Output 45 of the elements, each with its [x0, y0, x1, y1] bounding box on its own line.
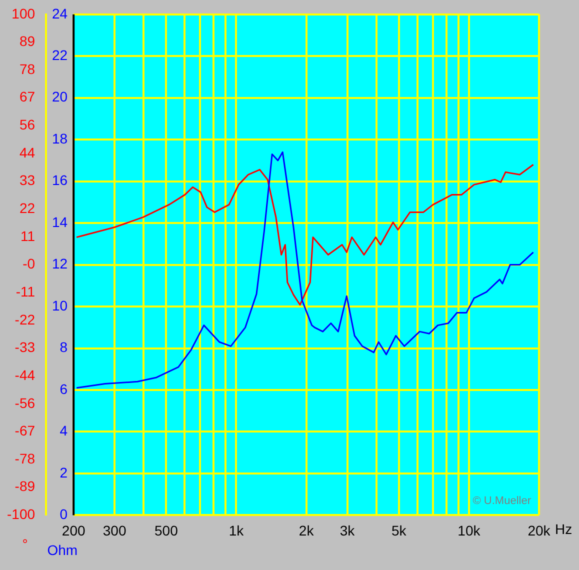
x-tick-label: 2k	[298, 522, 315, 538]
y2-tick-label: 89	[19, 33, 36, 50]
y2-tick-label: 67	[19, 88, 36, 105]
x-axis-title: Hz	[555, 521, 572, 538]
y2-tick-label: -56	[14, 394, 36, 411]
y-tick-label: 2	[60, 464, 68, 480]
y-tick-label: 16	[52, 172, 68, 188]
y2-tick-label: 33	[19, 172, 36, 188]
y2-tick-label: -100	[6, 506, 36, 522]
y2-tick-label: 44	[19, 144, 36, 160]
y-axis-title: Ohm	[47, 542, 78, 558]
y2-tick-label: 11	[20, 228, 36, 244]
x-tick-label: 20k	[528, 522, 552, 538]
y2-tick-label: 78	[19, 60, 36, 77]
x-tick-label: 200	[62, 522, 86, 538]
annotation: © U.Mueller	[472, 495, 532, 508]
y-tick-label: 6	[60, 380, 68, 397]
y-tick-label: 12	[52, 256, 68, 272]
y2-tick-label: 100	[12, 5, 36, 22]
y2-tick-label: -67	[14, 422, 36, 439]
y2-tick-label: -78	[14, 450, 36, 466]
y-tick-label: 22	[52, 46, 68, 63]
x-tick-label: 5k	[392, 522, 408, 538]
y-tick-label: 4	[60, 422, 68, 439]
y2-tick-label: -0	[22, 256, 36, 272]
y2-tick-label: -44	[14, 366, 36, 383]
y2-tick-label: -22	[14, 311, 36, 328]
y-tick-label: 14	[52, 214, 68, 230]
y-tick-label: 18	[52, 130, 68, 146]
x-tick-label: 300	[102, 522, 126, 538]
x-tick-label: 3k	[340, 522, 356, 538]
y2-tick-label: 56	[19, 116, 36, 133]
y2-axis-title: °	[22, 536, 28, 552]
y-tick-label: 8	[60, 339, 68, 356]
y2-tick-label: -11	[16, 283, 36, 300]
y-tick-label: 20	[52, 88, 68, 105]
y-tick-label: 0	[60, 506, 68, 522]
x-tick-label: 500	[154, 522, 178, 538]
x-tick-label: 1k	[228, 522, 245, 538]
y2-tick-label: -33	[14, 339, 36, 356]
y2-tick-label: 22	[19, 200, 36, 216]
y-tick-label: 10	[52, 297, 68, 314]
y-tick-label: 24	[52, 5, 68, 22]
y2-tick-label: -89	[14, 478, 36, 494]
x-tick-label: 10k	[458, 522, 482, 538]
